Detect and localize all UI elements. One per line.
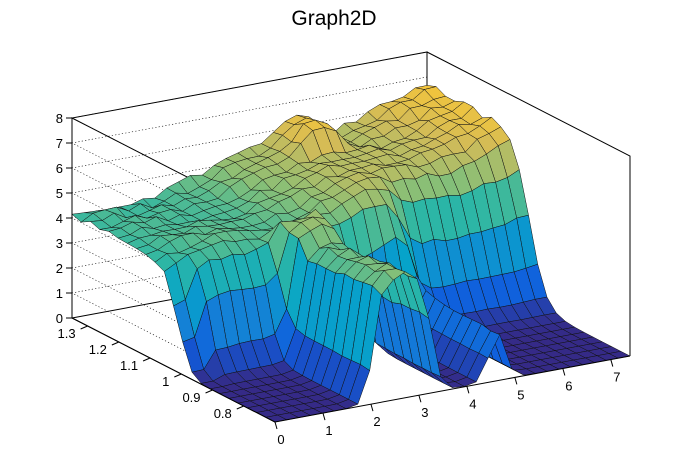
- x-axis-line: [274, 355, 631, 423]
- x-tick-label: 2: [373, 414, 380, 429]
- z-tick-label: 5: [56, 186, 63, 201]
- y-tick-mark: [236, 405, 244, 410]
- surface-mesh: [71, 85, 631, 423]
- x-tick-mark: [274, 421, 278, 430]
- z-tick-label: 4: [56, 211, 63, 226]
- y-tick-label: 1.2: [89, 342, 107, 357]
- z-tick-label: 8: [56, 111, 63, 126]
- x-tick-mark: [610, 359, 614, 367]
- z-tick-label: 2: [56, 261, 63, 276]
- x-tick-mark: [466, 386, 470, 394]
- x-tick-label: 7: [613, 370, 620, 385]
- y-tick-label: 1.1: [120, 358, 138, 373]
- y-tick-label: 1: [162, 374, 169, 389]
- x-tick-mark: [562, 368, 566, 376]
- x-tick-label: 0: [277, 432, 284, 447]
- x-tick-label: 1: [325, 423, 332, 438]
- x-tick-mark: [370, 404, 374, 412]
- z-tick-label: 0: [56, 311, 63, 326]
- y-tick-label: 0.9: [182, 390, 200, 405]
- x-tick-label: 4: [469, 396, 476, 411]
- z-tick-label: 1: [56, 286, 63, 301]
- y-axis-line: [71, 317, 276, 423]
- x-tick-label: 3: [421, 405, 428, 420]
- y-tick-mark: [205, 389, 213, 394]
- chart-title: Graph2D: [291, 7, 376, 30]
- y-tick-mark: [111, 341, 120, 346]
- right-wall: [426, 51, 631, 356]
- y-tick-label: 1.3: [58, 326, 76, 341]
- x-tick-label: 6: [565, 378, 572, 393]
- y-tick-mark: [174, 373, 182, 378]
- y-tick-mark: [80, 325, 88, 330]
- x-tick-mark: [322, 412, 326, 421]
- y-tick-label: 0.8: [214, 406, 232, 421]
- z-tick-label: 7: [56, 136, 63, 151]
- x-tick-label: 5: [517, 387, 524, 402]
- x-tick-mark: [418, 395, 422, 403]
- z-tick-label: 6: [56, 161, 63, 176]
- x-tick-mark: [514, 377, 518, 385]
- y-tick-mark: [142, 357, 151, 362]
- front-axes: [66, 117, 631, 430]
- z-tick-label: 3: [56, 236, 63, 251]
